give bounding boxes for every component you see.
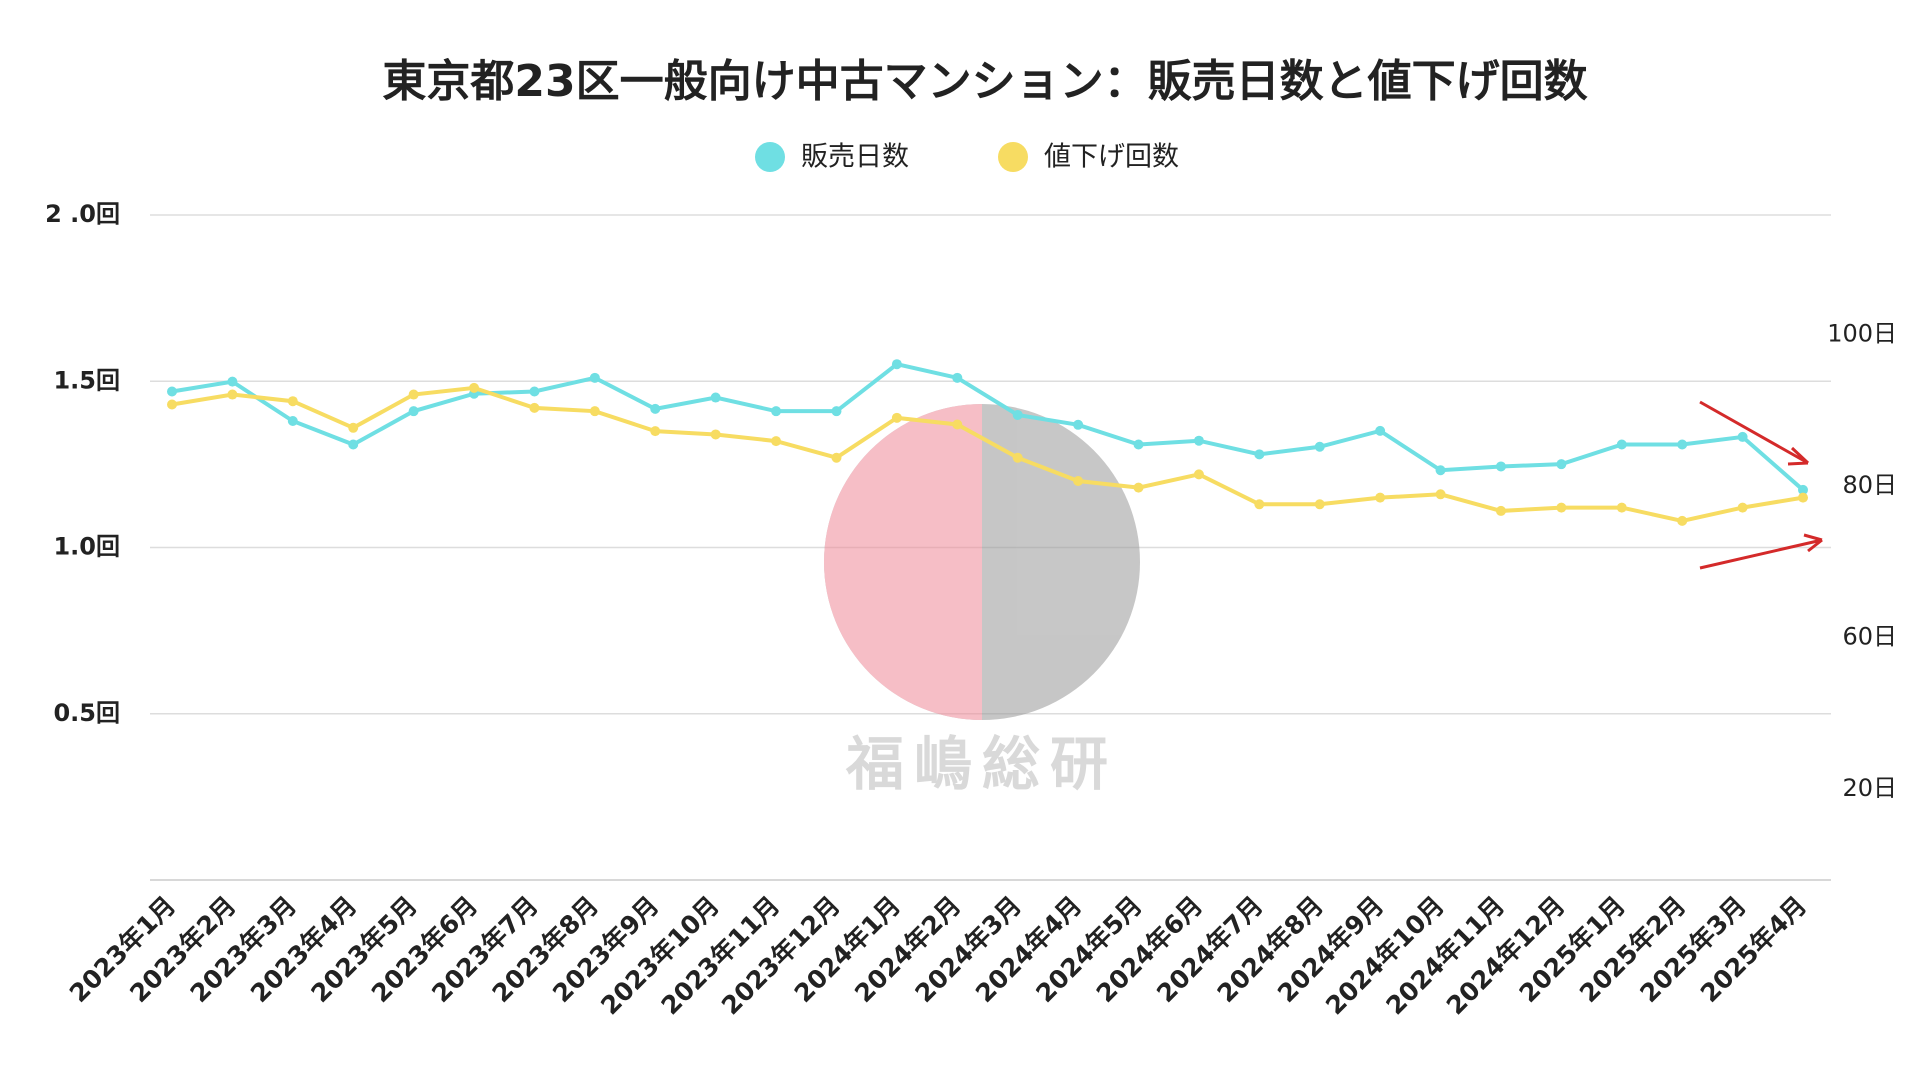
watermark: 福嶋総研 (824, 404, 1140, 798)
y-tick-label: 1.0回 (53, 533, 120, 561)
y-tick-label: 0.5回 (53, 699, 120, 727)
data-point (227, 389, 238, 400)
legend-label: 値下げ回数 (1044, 142, 1179, 173)
y2-tick-label: 80日 (1842, 471, 1897, 499)
data-point (287, 416, 298, 427)
data-point (1193, 469, 1204, 480)
data-point (529, 386, 540, 397)
data-point (408, 406, 419, 417)
data-point (227, 376, 238, 387)
y2-tick-label: 60日 (1842, 623, 1897, 651)
data-point (348, 439, 359, 450)
data-point (771, 406, 782, 417)
legend-label: 販売日数 (801, 142, 909, 173)
data-point (1495, 505, 1506, 516)
data-point (1012, 409, 1023, 420)
data-point (1375, 425, 1386, 436)
data-point (1677, 515, 1688, 526)
data-point (1012, 452, 1023, 463)
data-point (1616, 502, 1627, 513)
data-point (589, 406, 600, 417)
data-point (1556, 459, 1567, 470)
data-point (1314, 499, 1325, 510)
data-point (1495, 461, 1506, 472)
y-tick-label: 2 .0回 (45, 200, 120, 228)
data-point (167, 386, 177, 397)
data-point (1133, 482, 1144, 493)
data-point (831, 452, 842, 463)
data-point (952, 419, 963, 430)
legend-marker (755, 142, 785, 172)
data-point (1798, 484, 1808, 495)
y2-tick-label: 100日 (1827, 320, 1897, 348)
data-point (1556, 502, 1567, 513)
data-point (1798, 492, 1808, 503)
data-point (1737, 502, 1748, 513)
data-point (952, 372, 963, 383)
data-point (589, 372, 600, 383)
data-point (891, 359, 902, 370)
series-line (171, 362, 1805, 492)
series-line (171, 385, 1804, 523)
data-point (710, 429, 721, 440)
data-point (1677, 439, 1688, 450)
data-point (1254, 499, 1265, 510)
arrow (1699, 533, 1823, 570)
data-point (1254, 449, 1265, 460)
watermark-half (824, 404, 982, 720)
data-point (529, 402, 540, 413)
chart-title: 東京都23区一般向け中古マンション：販売日数と値下げ回数 (382, 56, 1587, 107)
legend-marker (998, 142, 1028, 172)
data-point (1133, 439, 1144, 450)
watermark-text: 福嶋総研 (845, 730, 1118, 798)
y-tick-label: 1.5回 (53, 366, 120, 394)
data-point (650, 403, 661, 414)
data-point (1073, 476, 1084, 486)
data-point (167, 399, 177, 410)
data-point (287, 396, 298, 407)
data-point (710, 392, 721, 403)
data-point (1073, 419, 1084, 430)
data-point (650, 426, 661, 437)
data-point (1193, 435, 1204, 446)
data-point (1737, 431, 1748, 442)
data-point (469, 382, 480, 393)
data-point (1435, 489, 1446, 500)
data-point (1435, 465, 1446, 476)
data-point (771, 436, 782, 447)
data-point (1616, 439, 1627, 450)
data-point (891, 412, 902, 423)
data-point (1314, 441, 1325, 452)
arrows (1699, 400, 1823, 570)
data-point (1375, 492, 1386, 503)
data-point (831, 406, 842, 417)
arrow (1699, 400, 1810, 466)
data-point (348, 422, 359, 433)
y2-tick-label: 20日 (1842, 774, 1897, 802)
data-point (408, 389, 419, 400)
